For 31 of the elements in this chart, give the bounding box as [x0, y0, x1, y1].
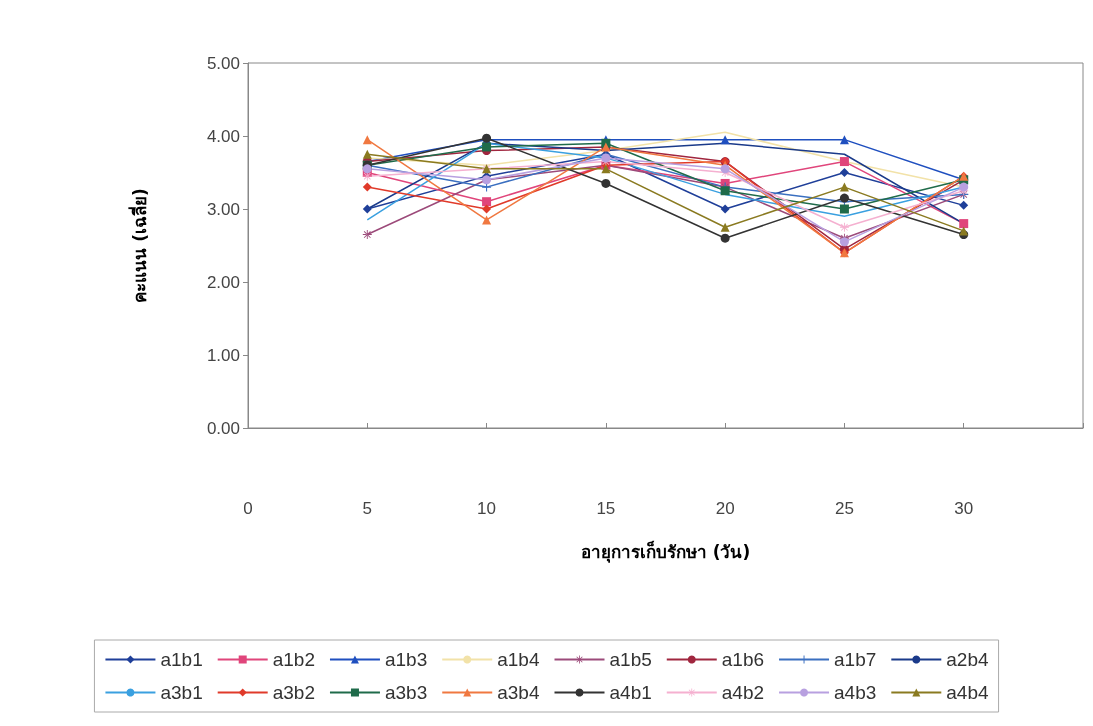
- y-axis-title: คะแนน (เฉลี่ย): [127, 188, 150, 303]
- x-tick-label: 5: [362, 499, 373, 518]
- y-tick-label: 1.00: [206, 345, 240, 365]
- x-tick-label: 30: [954, 499, 974, 518]
- y-tick-label: 0.00: [206, 418, 240, 438]
- y-tick-label: 2.00: [206, 272, 240, 292]
- legend-label: a4b1: [609, 682, 652, 703]
- legend-label: a3b2: [272, 682, 315, 703]
- x-tick-label: 15: [596, 499, 616, 518]
- legend-label: a1b3: [384, 649, 428, 670]
- legend-label: a3b1: [160, 682, 203, 703]
- legend-label: a1b6: [721, 649, 765, 670]
- legend-label: a1b4: [497, 649, 540, 670]
- x-tick-label: 0: [243, 499, 253, 518]
- x-axis-title: อายุการเก็บรักษา (วัน): [580, 539, 751, 563]
- legend-label: a1b1: [160, 649, 203, 670]
- y-tick-label: 4.00: [206, 126, 240, 146]
- x-tick-label: 25: [834, 499, 854, 518]
- legend-label: a3b4: [497, 682, 540, 703]
- legend-label: a1b7: [834, 649, 877, 670]
- legend-label: a3b3: [384, 682, 428, 703]
- legend-label: a4b2: [721, 682, 765, 703]
- legend-label: a1b2: [272, 649, 315, 670]
- x-tick-label: 10: [477, 499, 497, 518]
- legend-label: a4b4: [946, 682, 989, 703]
- y-tick-label: 3.00: [206, 199, 240, 219]
- legend-label: a1b5: [609, 649, 652, 670]
- legend-label: a2b4: [946, 649, 989, 670]
- legend-label: a4b3: [834, 682, 877, 703]
- y-tick-label: 5.00: [206, 53, 240, 73]
- x-tick-label: 20: [715, 499, 735, 518]
